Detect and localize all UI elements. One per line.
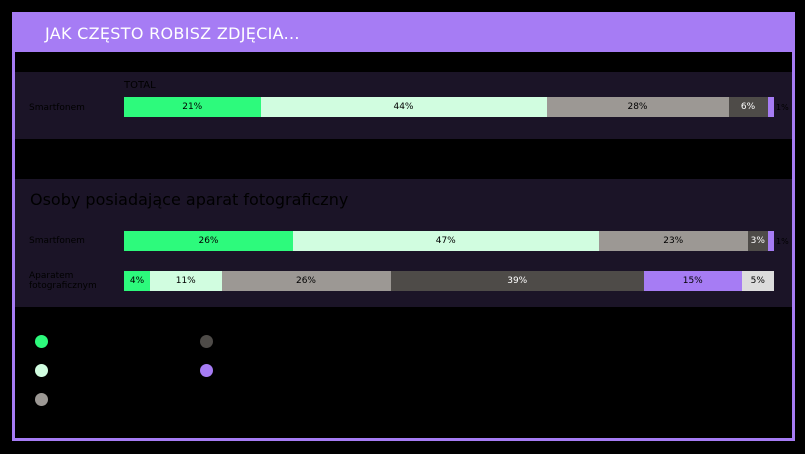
bar-segment-label: 26% (295, 276, 316, 286)
bar-segment-label: 6% (740, 102, 756, 112)
header-bar: JAK CZĘSTO ROBISZ ZDJĘCIA... (15, 15, 792, 52)
bar-segment-label: 15% (682, 276, 703, 286)
bar-segment: 26% (124, 231, 293, 251)
bar-total-smartfonem: 21% 44% 28% 6% 1% (124, 97, 789, 117)
bar-segment-label: 28% (627, 102, 648, 112)
bar-segment: 5% (741, 271, 774, 291)
chart-frame: JAK CZĘSTO ROBISZ ZDJĘCIA... TOTAL Smart… (12, 12, 795, 441)
bar-segment: 3% (748, 231, 768, 251)
owners-panel: Osoby posiadające aparat fotograficzny S… (15, 179, 792, 307)
bar-segment-label: 47% (435, 236, 456, 246)
bar-segment: 47% (293, 231, 599, 251)
bar-segment: 6% (728, 97, 768, 117)
bar-segment-label: 23% (663, 236, 684, 246)
bar-segment-label: 44% (393, 102, 414, 112)
section2-title: Osoby posiadające aparat fotograficzny (30, 190, 349, 209)
bar-segment: 23% (598, 231, 748, 251)
legend-dot-3 (35, 393, 48, 406)
bar-segment-label: 5% (750, 276, 765, 286)
bar-segment-label: 1% (776, 102, 789, 112)
bar-segment-label: 39% (507, 276, 528, 286)
bar-owners-aparatem: 4% 11% 26% 39% 15% 5% (124, 271, 774, 291)
bar-segment: 39% (390, 271, 644, 291)
bar-segment: 26% (221, 271, 391, 291)
bar-segment: 4% (124, 271, 150, 291)
legend-dot-2 (35, 364, 48, 377)
bar-segment-label: 11% (175, 276, 196, 286)
bar-owners-smartfonem: 26% 47% 23% 3% 1% (124, 231, 789, 251)
bar-segment: 15% (644, 271, 742, 291)
total-panel: TOTAL Smartfonem 21% 44% 28% 6% 1% (15, 72, 792, 139)
bar-segment: 1% (767, 97, 789, 117)
bar-segment-label: 3% (750, 236, 765, 246)
bar-segment-label: 26% (198, 236, 219, 246)
bar-segment-label: 21% (182, 102, 203, 112)
bar-segment: 1% (767, 231, 789, 251)
row-label-total-smartfonem: Smartfonem (29, 103, 85, 113)
row-label-owners-aparatem: Aparatem fotograficznym (29, 271, 97, 291)
bar-segment: 21% (124, 97, 261, 117)
chart-title: JAK CZĘSTO ROBISZ ZDJĘCIA... (45, 24, 300, 43)
bar-segment: 28% (546, 97, 729, 117)
bar-segment-label: 1% (776, 236, 789, 246)
legend-dot-4 (200, 335, 213, 348)
bar-segment: 44% (260, 97, 547, 117)
legend-dot-1 (35, 335, 48, 348)
total-label: TOTAL (124, 80, 156, 91)
legend-dot-5 (200, 364, 213, 377)
bar-segment: 11% (150, 271, 222, 291)
bar-segment-label: 4% (129, 276, 145, 286)
row-label-owners-smartfonem: Smartfonem (29, 236, 85, 246)
